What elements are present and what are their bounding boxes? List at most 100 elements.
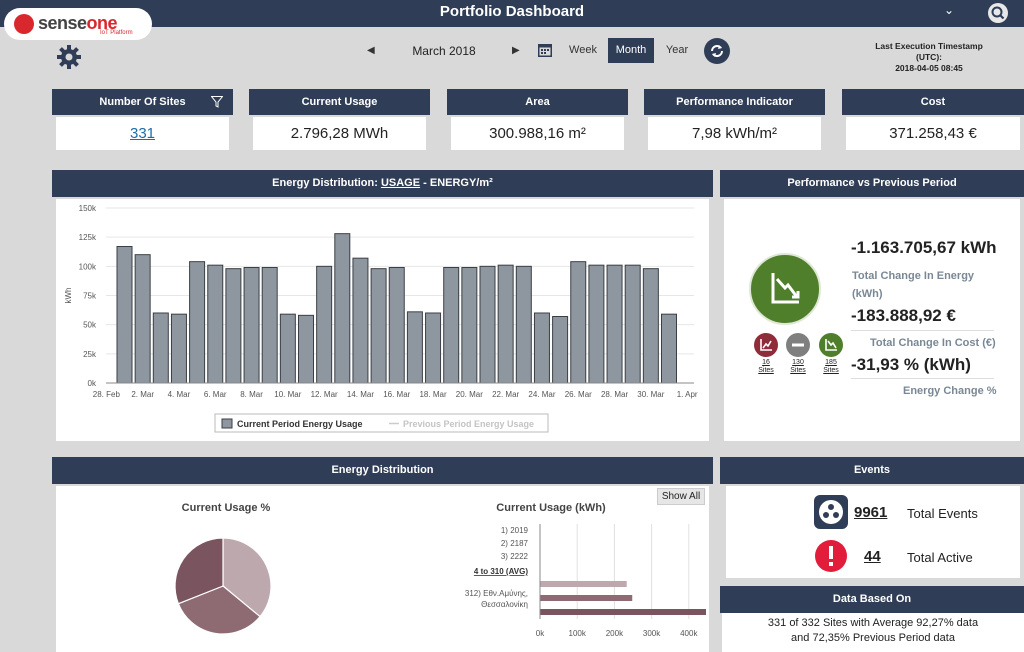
- info-icon: [814, 495, 848, 529]
- bar: [371, 269, 386, 383]
- data-based-line-1: 331 of 332 Sites with Average 92,27% dat…: [722, 616, 1024, 631]
- category-label: 4 to 310 (AVG): [474, 567, 528, 576]
- x-tick-label: 4. Mar: [168, 390, 191, 399]
- kpi-performance-indicator: Performance Indicator 7,98 kWh/m²: [644, 89, 825, 152]
- timestamp-label: Last Execution Timestamp (UTC):: [862, 41, 996, 63]
- pie-chart-title: Current Usage %: [156, 502, 296, 514]
- kpi-current-usage: Current Usage 2.796,28 MWh: [249, 89, 430, 152]
- search-button[interactable]: [988, 3, 1008, 23]
- y-tick-label: 100k: [79, 262, 97, 271]
- y-tick-label: 50k: [83, 321, 97, 330]
- logo-subtitle: IoT Platform: [100, 30, 133, 36]
- energy-change-unit: (kWh): [852, 288, 883, 300]
- kpi-title: Cost: [842, 89, 1024, 115]
- logo-mark: [14, 14, 34, 34]
- x-tick-label: 6. Mar: [204, 390, 227, 399]
- x-tick-label: 1. Apr: [677, 390, 698, 399]
- bar: [317, 266, 332, 383]
- x-tick-label: 20. Mar: [456, 390, 483, 399]
- x-tick-label: 400k: [680, 629, 698, 638]
- x-tick-label: 0k: [536, 629, 545, 638]
- active-events-link[interactable]: 44: [864, 548, 881, 565]
- kpi-title: Number Of Sites: [52, 89, 233, 115]
- bar: [553, 317, 568, 384]
- hbar: [540, 595, 632, 601]
- y-axis-label: kWh: [64, 288, 73, 304]
- previous-period-button[interactable]: ◀: [367, 45, 375, 56]
- trend-down-small-icon: [819, 333, 843, 357]
- kpi-title: Current Usage: [249, 89, 430, 115]
- kpi-value: 2.796,28 MWh: [253, 117, 426, 150]
- bar: [426, 313, 441, 383]
- distribution-header: Energy Distribution: [52, 457, 713, 484]
- trend-up-icon: [754, 333, 778, 357]
- total-events-link[interactable]: 9961: [854, 504, 887, 521]
- x-tick-label: 28. Feb: [93, 390, 121, 399]
- data-based-line-2: and 72,35% Previous Period data: [722, 631, 1024, 646]
- logo[interactable]: senseone IoT Platform: [4, 8, 152, 40]
- view-year-button[interactable]: Year: [658, 38, 696, 63]
- kpi-value: 300.988,16 m²: [451, 117, 624, 150]
- minus-icon: [786, 333, 810, 357]
- kpi-value: 7,98 kWh/m²: [648, 117, 821, 150]
- bar: [389, 268, 404, 384]
- gear-icon[interactable]: [57, 45, 81, 69]
- bar: [462, 268, 477, 384]
- decrease-sites-icon[interactable]: [819, 333, 843, 357]
- page-title: Portfolio Dashboard: [0, 3, 1024, 20]
- chevron-down-icon[interactable]: ⌄: [944, 3, 954, 17]
- view-month-button[interactable]: Month: [608, 38, 654, 63]
- cost-change-value: -183.888,92 €: [851, 306, 956, 326]
- kpi-cost: Cost 371.258,43 €: [842, 89, 1024, 152]
- performance-body: 16 Sites 130 Sites 185 Sites -1.163.705,67 …: [724, 199, 1020, 441]
- x-tick-label: 300k: [643, 629, 661, 638]
- y-tick-label: 150k: [79, 204, 97, 213]
- usage-metric-link[interactable]: USAGE: [381, 177, 420, 189]
- sites-count-link[interactable]: 331: [130, 125, 155, 142]
- data-based-on-header: Data Based On: [720, 586, 1024, 613]
- bar: [516, 266, 531, 383]
- decrease-sites-count[interactable]: 185 Sites: [816, 359, 846, 375]
- bar: [171, 314, 186, 383]
- kpi-title: Performance Indicator: [644, 89, 825, 115]
- unchanged-sites-count[interactable]: 130 Sites: [783, 359, 813, 375]
- x-tick-label: 200k: [606, 629, 624, 638]
- bar: [299, 315, 314, 383]
- trend-down-icon: [748, 252, 822, 326]
- kpi-area: Area 300.988,16 m²: [447, 89, 628, 152]
- refresh-button[interactable]: [704, 38, 730, 64]
- filter-icon[interactable]: [211, 96, 223, 108]
- pct-change-value: -31,93 % (kWh): [851, 355, 971, 375]
- search-icon: [988, 3, 1008, 23]
- bar: [335, 234, 350, 383]
- unchanged-sites-icon[interactable]: [786, 333, 810, 357]
- category-label: 312) Εθν.Αμύνης,: [465, 589, 528, 598]
- y-tick-label: 0k: [88, 379, 97, 388]
- bar: [662, 314, 677, 383]
- bar: [534, 313, 549, 383]
- view-week-button[interactable]: Week: [563, 38, 603, 63]
- calendar-icon[interactable]: [537, 42, 553, 58]
- bar: [117, 247, 132, 384]
- hbar: [540, 609, 706, 615]
- bar: [625, 265, 640, 383]
- bar: [607, 265, 622, 383]
- bar: [226, 269, 241, 383]
- increase-sites-icon[interactable]: [754, 333, 778, 357]
- category-label: 3) 2222: [501, 552, 529, 561]
- show-all-button[interactable]: Show All: [657, 488, 705, 505]
- events-icon: [814, 495, 848, 529]
- kpi-value: 331: [56, 117, 229, 150]
- warning-icon: [814, 539, 848, 573]
- next-period-button[interactable]: ▶: [512, 45, 520, 56]
- bar: [353, 258, 368, 383]
- x-tick-label: 10. Mar: [274, 390, 301, 399]
- y-tick-label: 75k: [83, 292, 97, 301]
- last-execution-timestamp: Last Execution Timestamp (UTC): 2018-04-…: [862, 41, 996, 74]
- bar: [480, 266, 495, 383]
- increase-sites-count[interactable]: 16 Sites: [751, 359, 781, 375]
- divider: [851, 330, 994, 331]
- category-label: 2) 2187: [501, 539, 529, 548]
- total-events-label: Total Events: [907, 506, 978, 521]
